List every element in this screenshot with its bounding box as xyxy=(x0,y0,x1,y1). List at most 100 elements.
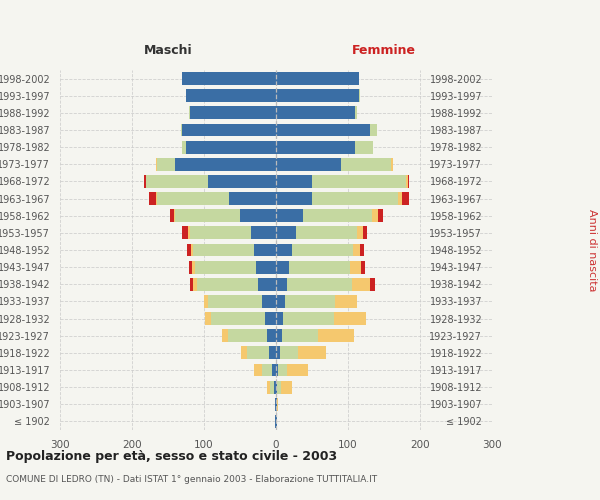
Bar xyxy=(370,278,376,290)
Bar xyxy=(254,364,262,376)
Bar xyxy=(194,260,256,274)
Bar xyxy=(149,192,156,205)
Bar xyxy=(144,175,146,188)
Bar xyxy=(262,364,272,376)
Bar xyxy=(312,175,406,188)
Bar xyxy=(391,158,392,170)
Bar xyxy=(156,158,157,170)
Bar xyxy=(174,210,175,222)
Bar xyxy=(146,175,208,188)
Bar xyxy=(247,346,269,360)
Bar xyxy=(270,380,274,394)
Bar xyxy=(355,106,356,120)
Bar xyxy=(358,226,363,239)
Bar xyxy=(370,124,377,136)
Bar xyxy=(254,244,276,256)
Bar xyxy=(304,210,372,222)
Bar xyxy=(181,124,182,136)
Text: Anni di nascita: Anni di nascita xyxy=(587,209,597,291)
Bar xyxy=(266,380,270,394)
Bar xyxy=(256,260,276,274)
Bar xyxy=(360,244,364,256)
Bar xyxy=(276,260,289,274)
Bar xyxy=(205,312,211,325)
Bar xyxy=(276,398,277,410)
Bar xyxy=(277,380,281,394)
Bar xyxy=(182,124,276,136)
Bar xyxy=(204,295,208,308)
Text: COMUNE DI LEDRO (TN) - Dati ISTAT 1° gennaio 2003 - Elaborazione TUTTITALIA.IT: COMUNE DI LEDRO (TN) - Dati ISTAT 1° gen… xyxy=(6,475,377,484)
Bar xyxy=(182,140,186,153)
Bar xyxy=(187,244,191,256)
Bar xyxy=(406,175,408,188)
Bar xyxy=(186,90,276,102)
Text: Popolazione per età, sesso e stato civile - 2003: Popolazione per età, sesso e stato civil… xyxy=(6,450,337,463)
Bar xyxy=(280,346,298,360)
Bar xyxy=(229,192,276,205)
Bar xyxy=(191,244,193,256)
Bar xyxy=(189,106,190,120)
Bar xyxy=(352,278,370,290)
Bar xyxy=(398,192,402,205)
Bar xyxy=(197,278,258,290)
Bar xyxy=(276,106,355,120)
Bar xyxy=(258,278,276,290)
Bar xyxy=(276,158,341,170)
Bar xyxy=(241,346,247,360)
Bar xyxy=(276,90,359,102)
Bar xyxy=(182,72,276,85)
Bar xyxy=(402,192,409,205)
Bar xyxy=(268,330,276,342)
Bar xyxy=(175,210,240,222)
Bar xyxy=(170,210,174,222)
Bar xyxy=(287,278,352,290)
Bar xyxy=(392,158,394,170)
Bar xyxy=(272,364,276,376)
Bar xyxy=(276,278,287,290)
Bar xyxy=(341,158,391,170)
Bar xyxy=(277,398,278,410)
Bar xyxy=(334,312,366,325)
Bar xyxy=(269,346,276,360)
Bar xyxy=(265,312,276,325)
Bar xyxy=(208,175,276,188)
Bar xyxy=(275,398,276,410)
Bar xyxy=(240,210,276,222)
Bar xyxy=(276,415,277,428)
Bar xyxy=(251,226,276,239)
Bar xyxy=(363,226,367,239)
Bar xyxy=(408,175,409,188)
Bar xyxy=(281,380,292,394)
Bar xyxy=(190,226,251,239)
Bar xyxy=(157,158,175,170)
Bar xyxy=(276,226,296,239)
Bar xyxy=(276,244,292,256)
Bar xyxy=(289,260,350,274)
Bar xyxy=(292,244,353,256)
Bar xyxy=(186,140,276,153)
Bar xyxy=(188,226,190,239)
Bar xyxy=(298,346,326,360)
Bar xyxy=(276,175,312,188)
Bar xyxy=(350,260,361,274)
Bar xyxy=(353,244,360,256)
Bar xyxy=(335,295,356,308)
Bar xyxy=(193,278,197,290)
Bar xyxy=(276,140,355,153)
Text: Femmine: Femmine xyxy=(352,44,416,58)
Bar xyxy=(275,415,276,428)
Bar xyxy=(189,260,193,274)
Bar xyxy=(318,330,354,342)
Bar xyxy=(278,364,287,376)
Bar xyxy=(276,192,312,205)
Bar xyxy=(190,278,193,290)
Bar xyxy=(361,260,365,274)
Bar xyxy=(276,210,304,222)
Bar xyxy=(276,346,280,360)
Bar xyxy=(276,380,277,394)
Bar xyxy=(157,192,229,205)
Bar xyxy=(283,312,334,325)
Bar xyxy=(262,295,276,308)
Bar xyxy=(208,295,262,308)
Bar xyxy=(377,210,383,222)
